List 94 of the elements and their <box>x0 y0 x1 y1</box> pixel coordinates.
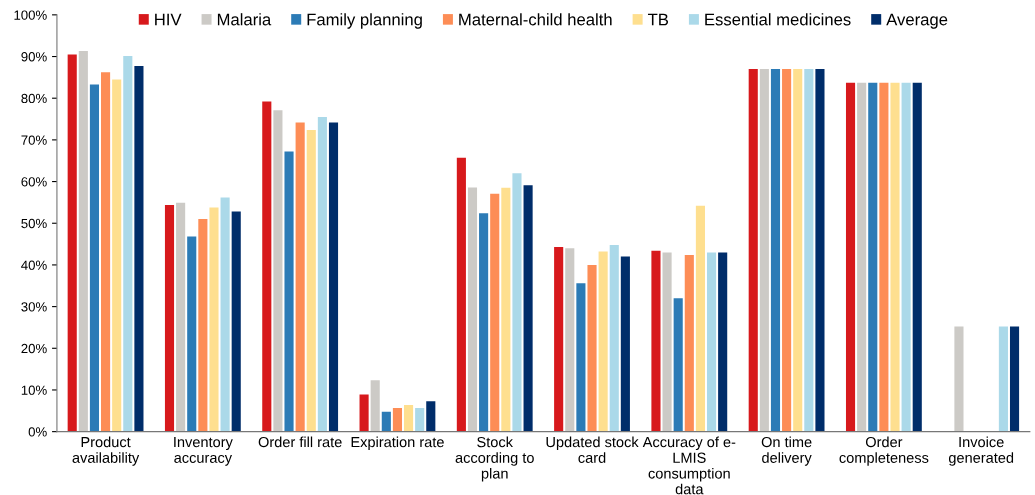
legend-label: TB <box>647 13 669 26</box>
bar <box>587 264 597 432</box>
bar <box>1009 326 1020 432</box>
y-tick-label: 30% <box>21 302 47 312</box>
bar <box>112 79 122 432</box>
bar <box>381 411 391 432</box>
bar <box>554 247 564 432</box>
bar <box>479 213 489 432</box>
bar <box>220 197 230 432</box>
bar <box>695 205 705 432</box>
bar <box>598 251 608 432</box>
bar <box>273 110 283 432</box>
bar <box>718 252 728 432</box>
y-tick-label: 60% <box>21 177 47 187</box>
legend-label: Family planning <box>307 13 422 29</box>
bar <box>565 248 575 432</box>
bar <box>748 69 758 432</box>
bar <box>609 244 619 432</box>
bar <box>467 187 478 432</box>
bar <box>209 207 219 432</box>
bar <box>67 54 77 432</box>
bar <box>912 82 922 432</box>
bar <box>164 204 175 432</box>
bar <box>370 380 380 432</box>
legend-label: HIV <box>155 13 182 26</box>
bar <box>782 69 792 432</box>
bar <box>684 254 694 432</box>
y-tick-label: 80% <box>21 93 47 104</box>
x-tick-label: Updated stock card <box>546 436 639 463</box>
bar <box>231 211 241 432</box>
legend-label: Malaria <box>217 13 272 26</box>
legend-label: Essential medicines <box>705 13 851 26</box>
y-tick-label: 20% <box>21 343 47 354</box>
bar <box>404 404 414 432</box>
bar <box>998 326 1008 432</box>
bar <box>845 82 856 432</box>
bar <box>198 219 208 432</box>
bar <box>501 187 511 432</box>
bar <box>284 151 294 432</box>
bar <box>576 283 586 432</box>
bar <box>804 69 814 432</box>
bar <box>78 51 88 432</box>
legend-label: Average <box>886 13 948 29</box>
bar <box>620 256 630 432</box>
bar <box>359 394 369 432</box>
bar <box>426 401 436 432</box>
bar <box>187 236 197 432</box>
bar <box>673 298 683 432</box>
bar <box>759 69 769 432</box>
bar <box>523 185 533 432</box>
bar <box>662 252 672 432</box>
bar <box>306 129 316 432</box>
bar <box>868 82 878 432</box>
bar <box>706 252 717 432</box>
x-tick-label: On time delivery <box>761 436 812 466</box>
y-tick-label: 40% <box>21 260 47 270</box>
bar <box>512 173 522 432</box>
bar <box>295 122 305 432</box>
bar <box>879 82 889 432</box>
bar <box>770 69 781 432</box>
bar <box>954 326 964 432</box>
bar <box>392 407 402 432</box>
x-tick-label: Order fill rate <box>258 436 342 448</box>
bar <box>793 69 803 432</box>
x-tick-label: Invoice generated <box>948 436 1014 466</box>
bar <box>651 250 661 432</box>
bar <box>176 202 186 432</box>
bar <box>317 116 327 432</box>
bar <box>890 82 900 432</box>
bar <box>101 72 111 432</box>
bar <box>815 69 825 432</box>
bar <box>901 82 911 432</box>
bar <box>262 101 272 432</box>
y-tick-label: 50% <box>21 218 47 229</box>
bar <box>415 407 425 432</box>
bar <box>123 56 133 432</box>
y-tick-label: 100% <box>14 10 47 20</box>
x-tick-label: Stock according to plan <box>455 436 534 482</box>
bar <box>456 157 466 432</box>
y-tick-label: 10% <box>21 385 47 395</box>
bar <box>490 193 500 432</box>
legend-label: Maternal-child health <box>459 13 612 26</box>
x-tick-label: Order completeness <box>839 436 929 466</box>
bar <box>328 122 339 432</box>
y-tick-label: 90% <box>21 52 47 62</box>
x-tick-label: Expiration rate <box>351 436 444 451</box>
x-tick-label: Inventory accuracy <box>174 437 233 466</box>
bar <box>134 66 144 432</box>
y-tick-label: 70% <box>21 135 47 145</box>
bar <box>857 82 867 432</box>
bar <box>89 84 100 432</box>
y-tick-label: 0% <box>28 427 47 437</box>
x-tick-label: Accuracy of e- LMIS consumption data <box>642 436 736 495</box>
x-tick-label: Product availability <box>72 436 140 466</box>
